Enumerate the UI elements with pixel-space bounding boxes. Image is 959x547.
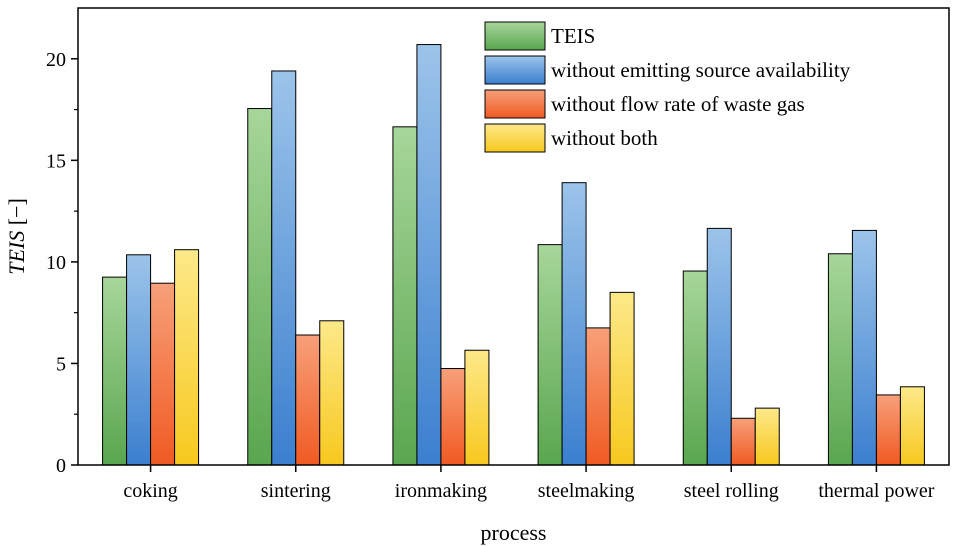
bar-sintering-series-3 <box>319 320 345 466</box>
bar-steelmaking-series-1 <box>561 182 587 466</box>
legend-label-0: TEIS <box>551 24 595 48</box>
x-tick-label: coking <box>123 480 177 502</box>
legend-label-2: without flow rate of waste gas <box>551 92 805 116</box>
bar-ironmaking-series-0 <box>392 126 418 466</box>
x-axis-title: process <box>481 520 547 545</box>
bar-ironmaking-series-1 <box>416 44 442 466</box>
bar-coking-series-3 <box>174 249 200 466</box>
x-tick-label: steelmaking <box>538 480 635 502</box>
bar-ironmaking-series-3 <box>464 349 490 466</box>
bars-layer <box>102 44 925 466</box>
bar-steel-rolling-series-0 <box>682 270 708 466</box>
y-tick-label: 20 <box>46 49 66 71</box>
y-axis-title-unit: [−] <box>4 198 29 231</box>
y-tick-label: 5 <box>56 353 66 375</box>
bar-thermal-power-series-0 <box>827 253 853 466</box>
bar-steel-rolling-series-3 <box>754 407 780 466</box>
y-tick-label: 15 <box>46 150 66 172</box>
bar-sintering-series-1 <box>271 70 297 466</box>
y-tick-label: 10 <box>46 252 66 274</box>
legend: TEIS without emitting source availability… <box>484 21 851 153</box>
bar-steel-rolling-series-2 <box>730 417 756 466</box>
y-axis-title: TEIS [−] <box>4 198 29 275</box>
x-tick-label: ironmaking <box>395 480 487 502</box>
y-axis-title-main: TEIS <box>4 231 29 275</box>
bar-thermal-power-series-2 <box>875 394 901 466</box>
legend-swatch-2 <box>484 89 546 119</box>
bar-coking-series-0 <box>102 276 128 466</box>
x-tick-label: sintering <box>261 480 331 502</box>
x-tick-label: steel rolling <box>684 480 779 502</box>
bar-steel-rolling-series-1 <box>706 227 732 466</box>
legend-label-1: without emitting source availability <box>551 58 851 82</box>
bar-sintering-series-0 <box>247 108 273 466</box>
y-axis: 0 5 10 15 20 <box>46 49 78 477</box>
bar-thermal-power-series-1 <box>851 229 877 466</box>
bar-steelmaking-series-3 <box>609 291 635 466</box>
x-axis: coking sintering ironmaking steelmaking stee… <box>123 465 935 502</box>
bar-coking-series-2 <box>150 282 176 466</box>
bar-steelmaking-series-0 <box>537 244 563 466</box>
plot-frame <box>77 7 950 466</box>
legend-swatch-1 <box>484 55 546 85</box>
y-tick-label: 0 <box>56 455 66 477</box>
legend-label-3: without both <box>551 126 658 150</box>
bar-ironmaking-series-2 <box>440 368 466 466</box>
legend-swatch-0 <box>484 21 546 51</box>
x-tick-label: thermal power <box>818 480 934 502</box>
legend-swatch-3 <box>484 123 546 153</box>
bar-thermal-power-series-3 <box>899 386 925 466</box>
bar-coking-series-1 <box>126 254 152 466</box>
bar-sintering-series-2 <box>295 334 321 466</box>
bar-steelmaking-series-2 <box>585 327 611 466</box>
